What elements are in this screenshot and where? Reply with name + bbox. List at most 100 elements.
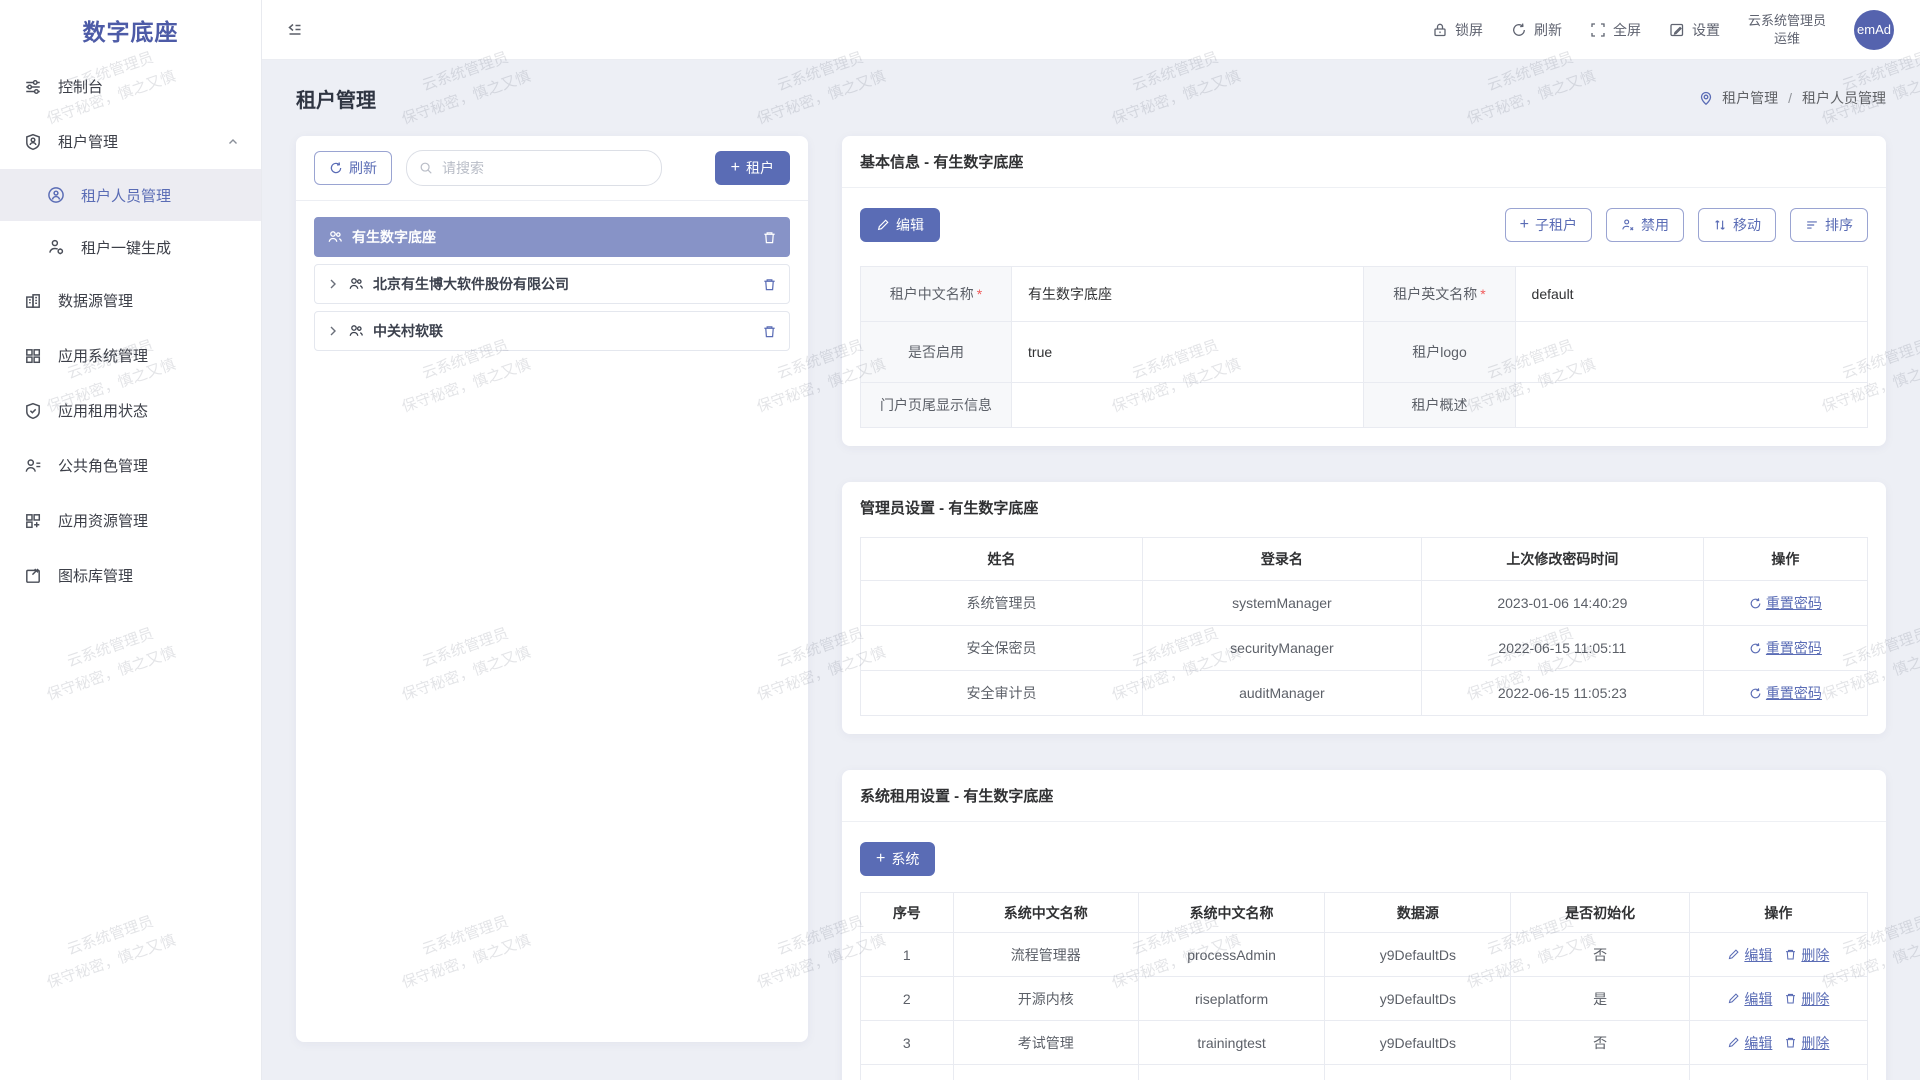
sidebar-item-app-rental-status[interactable]: 应用租用状态 (0, 383, 261, 438)
sidebar-item-public-role-management[interactable]: 公共角色管理 (0, 438, 261, 493)
system-en-name: trainingtest (1137, 1020, 1326, 1065)
person-gear-icon (47, 238, 65, 256)
settings-icon (1669, 22, 1685, 38)
content-row: 刷新 + 租户 有生数字底 (296, 136, 1886, 1080)
system-initialized: 否 (1510, 932, 1690, 977)
lock-screen-button[interactable]: 锁屏 (1432, 20, 1483, 40)
people-icon (327, 229, 343, 245)
system-datasource: y9DefaultDs (1324, 932, 1512, 977)
person-list-icon (24, 457, 42, 475)
page-head: 租户管理 租户管理 / 租户人员管理 (296, 60, 1886, 136)
settings-button[interactable]: 设置 (1669, 20, 1720, 40)
delete-system-link[interactable]: 删除 (1784, 989, 1829, 1009)
badge-person-icon (24, 133, 42, 151)
delete-tenant-icon[interactable] (762, 230, 777, 245)
field-label: 租户概述 (1363, 382, 1516, 428)
sidebar-item-icon-library-management[interactable]: 图标库管理 (0, 548, 261, 603)
admin-name: 系统管理员 (860, 580, 1143, 626)
admin-pwd-time: 2022-06-15 11:05:11 (1420, 625, 1704, 671)
field-value: true (1011, 321, 1365, 383)
delete-system-link[interactable]: 删除 (1784, 945, 1829, 965)
reset-password-link[interactable]: 重置密码 (1749, 638, 1822, 658)
breadcrumb-item[interactable]: 租户管理 (1722, 90, 1779, 106)
add-system-label: 系统 (891, 851, 920, 867)
reset-password-link[interactable]: 重置密码 (1749, 593, 1822, 613)
chevron-up-icon (227, 136, 239, 148)
settings-label: 设置 (1691, 21, 1720, 38)
table-header-row: 姓名 登录名 上次修改密码时间 操作 (860, 537, 1869, 581)
pencil-icon (876, 218, 890, 232)
field-label: 租户logo (1363, 321, 1516, 383)
tree-item-selected[interactable]: 有生数字底座 (314, 217, 790, 257)
tenant-actions-group: + 子租户 禁用 移动 (1504, 208, 1868, 242)
grid-icon (24, 512, 42, 530)
sidebar-item-console[interactable]: 控制台 (0, 59, 261, 114)
grid-icon (24, 347, 42, 365)
move-tenant-button[interactable]: 移动 (1698, 208, 1776, 242)
refresh-page-button[interactable]: 刷新 (1511, 20, 1562, 40)
system-datasource: y9DefaultDs (1324, 976, 1512, 1021)
column-header: 姓名 (860, 537, 1143, 581)
add-tenant-button[interactable]: + 租户 (714, 151, 790, 185)
refresh-tree-label: 刷新 (349, 160, 377, 176)
building-icon (24, 292, 42, 310)
system-cn-name: 考试管理 (952, 1020, 1139, 1065)
table-row: 1 流程管理器 processAdmin y9DefaultDs 否 编辑 删除 (860, 932, 1869, 977)
sidebar-item-datasource-management[interactable]: 数据源管理 (0, 273, 261, 328)
page-title: 租户管理 (296, 89, 376, 112)
sidebar-item-tenant-generate[interactable]: 租户一键生成 (0, 221, 261, 273)
required-mark: * (1480, 286, 1486, 302)
edit-system-link[interactable]: 编辑 (1727, 1033, 1772, 1053)
search-input[interactable] (440, 159, 649, 177)
tree-item[interactable]: 北京有生博大软件股份有限公司 (314, 264, 790, 304)
collapse-sidebar-button[interactable] (286, 21, 304, 39)
admin-pwd-time: 2023-01-06 14:40:29 (1420, 580, 1704, 626)
admin-name: 安全保密员 (860, 625, 1143, 671)
plus-icon: + (1519, 216, 1529, 233)
sub-tenant-label: 子租户 (1535, 217, 1577, 233)
required-mark: * (976, 286, 983, 302)
field-label: 是否启用 (859, 321, 1013, 383)
edit-button[interactable]: 编辑 (860, 208, 940, 242)
system-rental-title: 系统租用设置 - 有生数字底座 (842, 770, 1886, 822)
system-en-name: riseplatform (1137, 976, 1326, 1021)
add-sub-tenant-button[interactable]: + 子租户 (1504, 208, 1592, 242)
sidebar-item-app-system-management[interactable]: 应用系统管理 (0, 328, 261, 383)
add-system-button[interactable]: + 系统 (860, 842, 936, 876)
sidebar-item-label: 公共角色管理 (58, 458, 149, 475)
sort-tenant-button[interactable]: 排序 (1790, 208, 1868, 242)
system-cn-name: 流程管理器 (952, 932, 1139, 977)
table-row: 系统管理员 systemManager 2023-01-06 14:40:29 … (860, 580, 1869, 626)
disable-tenant-button[interactable]: 禁用 (1606, 208, 1684, 242)
sidebar-item-tenant-management[interactable]: 租户管理 (0, 114, 261, 169)
search-icon (419, 161, 433, 175)
tree-item[interactable]: 中关村软联 (314, 311, 790, 351)
admin-login: securityManager (1141, 625, 1422, 671)
sidebar-item-tenant-person-management[interactable]: 租户人员管理 (0, 169, 261, 221)
system-datasource: y9DefaultDs (1324, 1020, 1512, 1065)
move-label: 移动 (1733, 217, 1761, 233)
fullscreen-label: 全屏 (1612, 21, 1641, 38)
admin-settings-card: 管理员设置 - 有生数字底座 姓名 登录名 上次修改密码时间 操作 (842, 482, 1886, 734)
chevron-right-icon[interactable] (327, 278, 339, 290)
sidebar-item-label: 租户一键生成 (81, 239, 172, 257)
column-header: 操作 (1702, 537, 1869, 581)
current-user-name[interactable]: 云系统管理员 运维 (1748, 12, 1826, 47)
refresh-tree-button[interactable]: 刷新 (314, 151, 392, 185)
system-initialized: 否 (1510, 1020, 1690, 1065)
delete-tenant-icon[interactable] (762, 324, 777, 339)
reset-password-link[interactable]: 重置密码 (1749, 683, 1822, 703)
sort-lines-icon (1805, 218, 1819, 232)
chevron-right-icon[interactable] (327, 325, 339, 337)
table-row: 安全保密员 securityManager 2022-06-15 11:05:1… (860, 625, 1869, 671)
avatar[interactable]: emAd (1854, 9, 1894, 50)
edit-system-link[interactable]: 编辑 (1727, 989, 1772, 1009)
sidebar-item-label: 控制台 (58, 79, 104, 96)
edit-system-link[interactable]: 编辑 (1727, 945, 1772, 965)
delete-tenant-icon[interactable] (762, 277, 777, 292)
delete-system-link[interactable]: 删除 (1784, 1033, 1829, 1053)
fullscreen-button[interactable]: 全屏 (1590, 20, 1641, 40)
arrows-up-down-icon (1713, 218, 1727, 232)
lock-icon (1432, 22, 1448, 38)
sidebar-item-app-resource-management[interactable]: 应用资源管理 (0, 493, 261, 548)
